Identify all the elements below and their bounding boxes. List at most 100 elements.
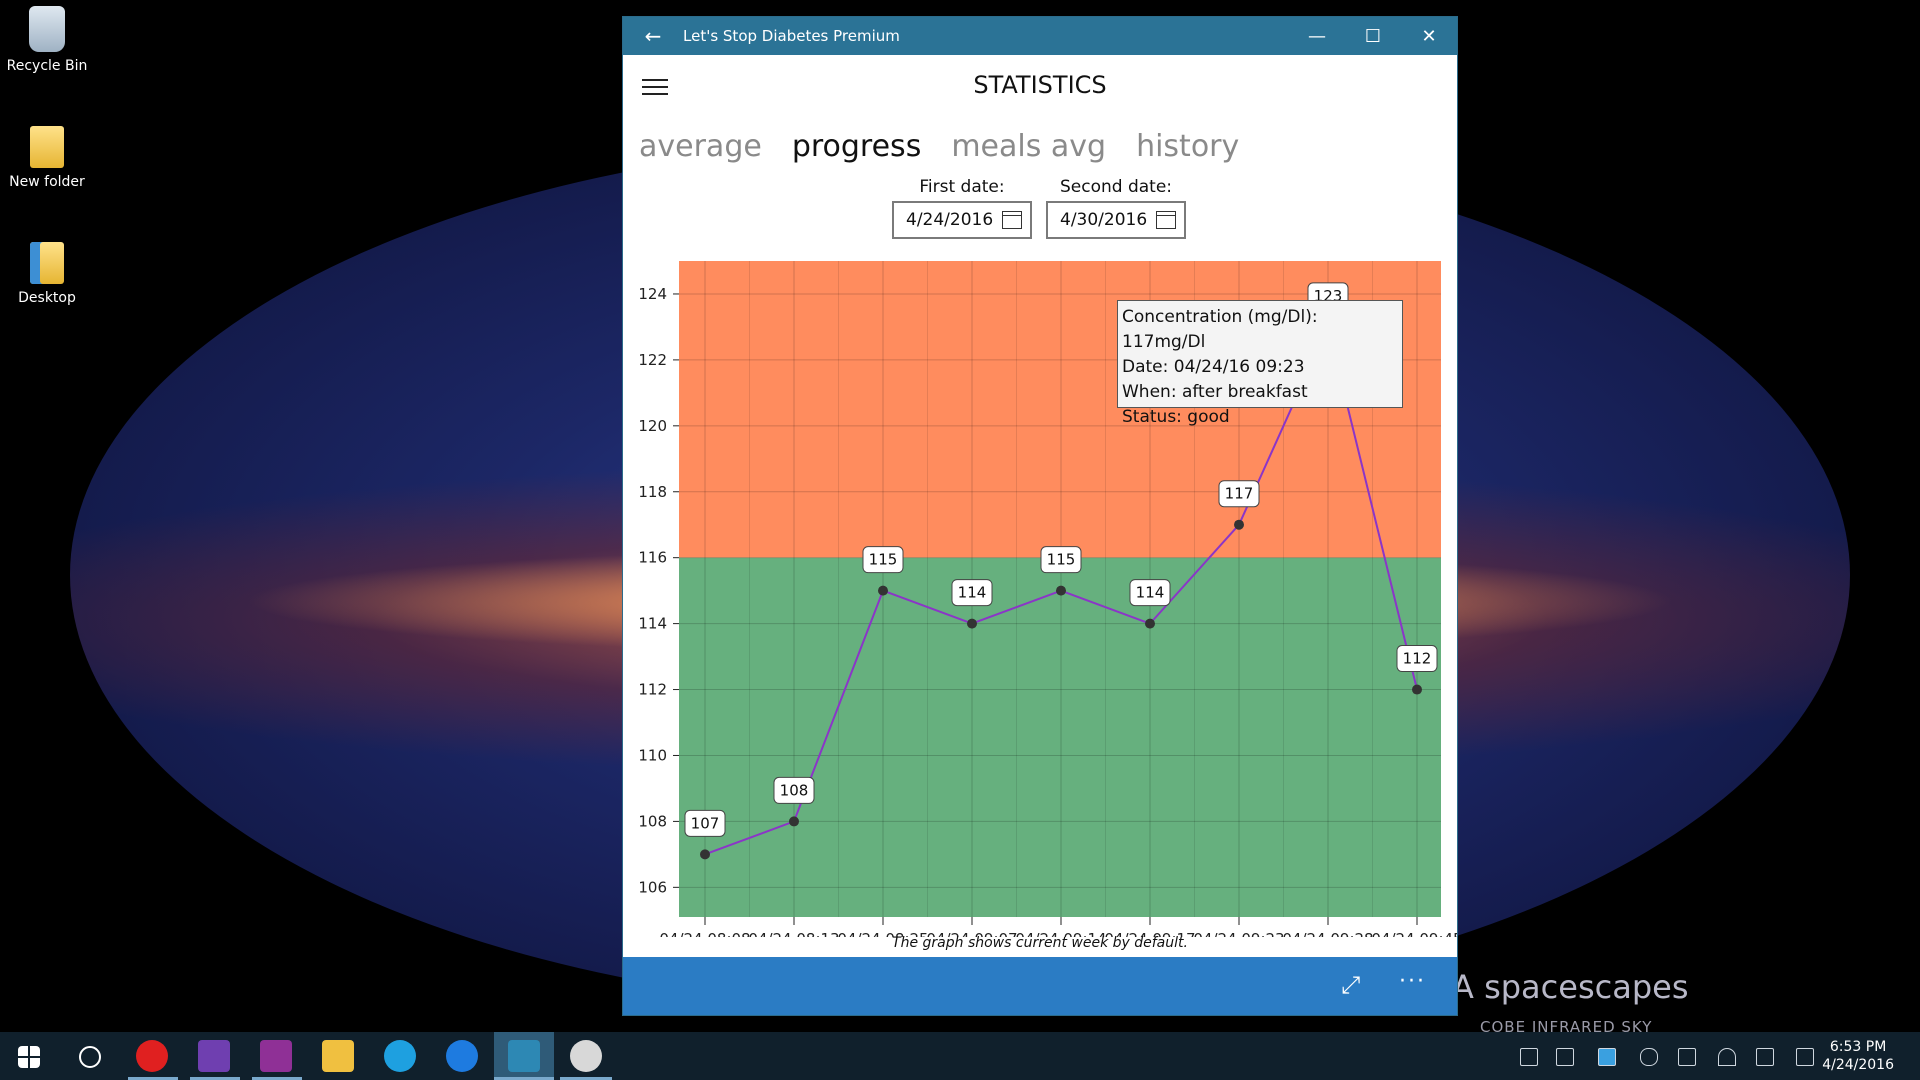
data-label-box xyxy=(684,809,726,837)
data-label-box xyxy=(1396,645,1438,673)
app-header: STATISTICS xyxy=(623,55,1457,121)
title-bar: ← Let's Stop Diabetes Premium — ☐ ✕ xyxy=(623,17,1457,55)
wallpaper-caption: A spacescapes xyxy=(1452,968,1689,1006)
cortana-icon[interactable] xyxy=(79,1046,101,1068)
y-tick-label: 124 xyxy=(638,285,667,303)
notification-icon[interactable] xyxy=(1796,1048,1814,1066)
running-indicator xyxy=(560,1077,612,1080)
data-label: 108 xyxy=(780,781,809,799)
skype-icon[interactable] xyxy=(384,1040,416,1072)
first-date-picker[interactable]: 4/24/2016 xyxy=(892,201,1032,239)
data-label: 114 xyxy=(958,584,987,602)
onenote-icon[interactable] xyxy=(260,1040,292,1072)
chart-band xyxy=(679,557,1441,917)
x-tick-label: 04/24 08:25 xyxy=(837,930,928,937)
window-title: Let's Stop Diabetes Premium xyxy=(683,27,900,45)
paint-icon[interactable] xyxy=(570,1040,602,1072)
data-point-tooltip: Concentration (mg/Dl): 117mg/Dl Date: 04… xyxy=(1117,300,1403,427)
tab-average[interactable]: average xyxy=(639,129,762,164)
second-date-label: Second date: xyxy=(1059,177,1173,197)
second-date-picker[interactable]: 4/30/2016 xyxy=(1046,201,1186,239)
onedrive-icon[interactable] xyxy=(1640,1048,1658,1066)
y-tick-label: 112 xyxy=(638,681,667,699)
y-tick-label: 110 xyxy=(638,746,667,764)
display-icon[interactable] xyxy=(1556,1048,1574,1066)
x-tick-label: 04/24 09:28 xyxy=(1282,930,1373,937)
desktop-icon-recycle-bin[interactable]: Recycle Bin xyxy=(0,6,94,74)
tab-meals-avg[interactable]: meals avg xyxy=(951,129,1107,164)
usb-icon[interactable] xyxy=(1520,1048,1538,1066)
data-label: 117 xyxy=(1225,485,1254,503)
data-label-box xyxy=(1129,579,1171,607)
stats-tabs: average progress meals avg history xyxy=(639,129,1239,164)
more-options-icon[interactable]: ··· xyxy=(1399,969,1426,994)
y-tick-label: 108 xyxy=(638,812,667,830)
first-date-group: First date: 4/24/2016 xyxy=(892,177,1032,239)
data-label: 115 xyxy=(1047,551,1076,569)
tooltip-concentration: Concentration (mg/Dl): 117mg/Dl xyxy=(1122,307,1318,352)
data-point xyxy=(700,849,710,860)
first-date-label: First date: xyxy=(919,177,1005,197)
data-label-box xyxy=(1040,546,1082,574)
y-tick-label: 122 xyxy=(638,351,667,369)
running-indicator xyxy=(128,1077,178,1080)
diabetes-app-icon[interactable] xyxy=(508,1040,540,1072)
data-point xyxy=(878,585,888,596)
minimize-button[interactable]: — xyxy=(1308,25,1326,47)
expand-icon[interactable]: ⤢ xyxy=(1341,971,1361,999)
y-tick-label: 106 xyxy=(638,878,667,896)
taskbar: 6:53 PM 4/24/2016 xyxy=(0,1032,1920,1080)
hamburger-menu-icon[interactable] xyxy=(642,79,668,97)
desktop-icon-label: Recycle Bin xyxy=(6,58,88,74)
data-label: 107 xyxy=(691,814,720,832)
data-point xyxy=(789,816,799,827)
start-icon[interactable] xyxy=(18,1046,40,1068)
data-label-box xyxy=(951,579,993,607)
desktop-icon-new-folder[interactable]: New folder xyxy=(0,126,94,190)
first-date-value: 4/24/2016 xyxy=(906,210,994,230)
chart-footnote: The graph shows current week by default. xyxy=(892,935,1188,951)
calendar-icon xyxy=(1002,211,1022,229)
desktop-folder-icon xyxy=(30,242,64,284)
y-tick-label: 116 xyxy=(638,549,667,567)
data-label-box xyxy=(1218,480,1260,508)
x-tick-label: 04/24 09:14 xyxy=(1015,930,1106,937)
data-point xyxy=(1234,519,1244,530)
second-date-group: Second date: 4/30/2016 xyxy=(1046,177,1186,239)
messenger-icon[interactable] xyxy=(446,1040,478,1072)
clock-date: 4/24/2016 xyxy=(1822,1057,1894,1073)
wallpaper-subcaption: COBE INFRARED SKY xyxy=(1480,1018,1653,1032)
data-label-box xyxy=(773,776,815,804)
data-point xyxy=(1412,684,1422,695)
page-title: STATISTICS xyxy=(973,71,1107,99)
wifi-icon[interactable] xyxy=(1718,1048,1736,1066)
recycle-bin-icon xyxy=(29,6,65,52)
y-tick-label: 120 xyxy=(638,417,667,435)
tooltip-date: Date: 04/24/16 09:23 xyxy=(1122,357,1305,377)
x-tick-label: 04/24 09:23 xyxy=(1193,930,1284,937)
maximize-button[interactable]: ☐ xyxy=(1364,25,1382,47)
running-indicator xyxy=(190,1077,240,1080)
desktop-icon-label: Desktop xyxy=(18,290,76,306)
x-tick-label: 04/24 09:17 xyxy=(1104,930,1195,937)
app-window: ← Let's Stop Diabetes Premium — ☐ ✕ STAT… xyxy=(623,17,1457,1015)
taskbar-clock[interactable]: 6:53 PM 4/24/2016 xyxy=(1822,1038,1894,1074)
second-date-value: 4/30/2016 xyxy=(1060,210,1148,230)
clock-time: 6:53 PM xyxy=(1829,1039,1887,1055)
desktop-icon-desktop[interactable]: Desktop xyxy=(0,242,94,306)
app-tray-icon[interactable] xyxy=(1598,1048,1616,1066)
x-tick-label: 04/24 08:13 xyxy=(748,930,839,937)
tooltip-status: Status: good xyxy=(1122,407,1230,427)
data-point xyxy=(967,618,977,629)
yandex-icon[interactable] xyxy=(136,1040,168,1072)
close-button[interactable]: ✕ xyxy=(1421,25,1437,47)
tab-history[interactable]: history xyxy=(1136,129,1240,164)
calendar-icon xyxy=(1156,211,1176,229)
file-explorer-icon[interactable] xyxy=(322,1040,354,1072)
folder-icon xyxy=(30,126,64,168)
back-arrow-icon[interactable]: ← xyxy=(644,24,662,48)
battery-icon[interactable] xyxy=(1678,1048,1696,1066)
volume-icon[interactable] xyxy=(1756,1048,1774,1066)
visual-studio-icon[interactable] xyxy=(198,1040,230,1072)
tab-progress[interactable]: progress xyxy=(791,129,922,164)
